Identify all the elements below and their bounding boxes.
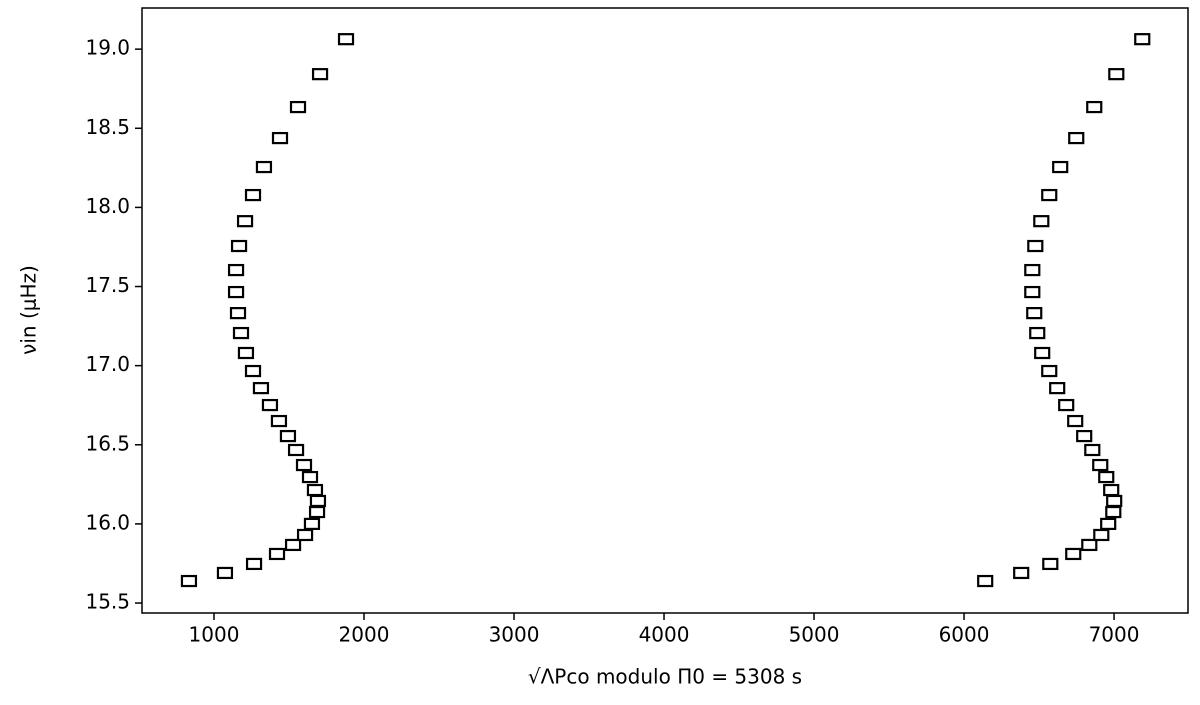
point [237, 346, 255, 360]
point [229, 307, 247, 320]
point [1098, 470, 1115, 484]
y-tick-label: 18.0 [85, 194, 130, 218]
point [308, 505, 326, 519]
point [1033, 215, 1050, 228]
point [311, 68, 329, 81]
x-tick-label: 1000 [189, 623, 240, 647]
y-tick-label: 18.5 [85, 115, 130, 139]
point [268, 547, 286, 561]
point [296, 528, 314, 542]
point [1076, 429, 1093, 443]
point [1065, 547, 1082, 561]
point [1024, 285, 1041, 299]
y-tick-label: 16.5 [85, 431, 130, 455]
point [244, 364, 262, 378]
point [289, 100, 307, 114]
point [1086, 100, 1103, 114]
y-tick-label: 16.0 [85, 510, 130, 534]
point [1103, 483, 1120, 497]
point [255, 160, 273, 174]
point [1067, 414, 1084, 428]
point [1105, 505, 1122, 519]
y-axis-label: νin (μHz) [17, 265, 41, 355]
point [337, 33, 355, 46]
y-tick-label: 17.5 [85, 273, 130, 297]
point [309, 494, 327, 508]
point [1106, 494, 1123, 508]
point [232, 326, 250, 340]
y-tick-label: 17.0 [85, 352, 130, 376]
y-tick-label: 15.5 [85, 590, 130, 614]
y-tick-label: 19.0 [85, 36, 130, 60]
point [227, 285, 245, 299]
point [1134, 33, 1151, 46]
point [1026, 307, 1043, 320]
x-tick-label: 6000 [939, 623, 990, 647]
point [1049, 382, 1066, 395]
point [230, 239, 248, 253]
point [245, 557, 263, 571]
point [1041, 188, 1058, 202]
x-tick-label: 7000 [1089, 623, 1140, 647]
point [1034, 346, 1051, 360]
point [1108, 68, 1125, 81]
point [284, 538, 302, 552]
x-tick-label: 3000 [489, 623, 540, 647]
point [1084, 443, 1101, 457]
x-tick-label: 4000 [639, 623, 690, 647]
point [287, 443, 305, 457]
point [303, 517, 321, 531]
point [1093, 528, 1110, 542]
point [252, 382, 270, 395]
point [271, 131, 289, 145]
point [977, 574, 994, 588]
point [180, 574, 198, 588]
point [306, 483, 324, 497]
point [1081, 538, 1098, 552]
x-tick-label: 5000 [789, 623, 840, 647]
point [270, 414, 288, 428]
point [1027, 239, 1044, 253]
point [1029, 326, 1046, 340]
point [1092, 458, 1109, 472]
plot-frame [141, 7, 1189, 614]
point [1024, 263, 1041, 277]
point [216, 566, 234, 580]
point [301, 470, 319, 484]
x-axis-label: √ΛPco modulo Π0 = 5308 s [528, 665, 802, 689]
point [1041, 364, 1058, 378]
point [295, 458, 313, 472]
point [236, 215, 254, 228]
point [279, 429, 297, 443]
point [227, 263, 245, 277]
point [244, 188, 262, 202]
point [1013, 566, 1030, 580]
point [1042, 557, 1059, 571]
point [1068, 131, 1085, 145]
x-tick-label: 2000 [339, 623, 390, 647]
point [1058, 398, 1075, 412]
point [261, 398, 279, 412]
point [1100, 517, 1117, 531]
point [1052, 160, 1069, 174]
